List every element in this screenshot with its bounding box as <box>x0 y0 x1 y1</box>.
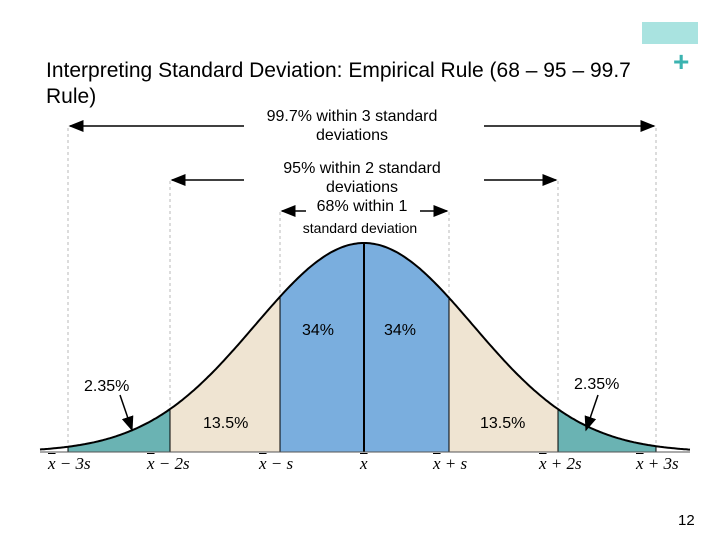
one-sd-label-line2: standard deviation <box>302 220 418 236</box>
page-number: 12 <box>678 512 695 529</box>
axis-label-minus-2s: x − 2s <box>147 454 190 474</box>
axis-label-mean-symbol: x <box>360 454 368 473</box>
middle-right-percent: 13.5% <box>480 415 526 432</box>
plus-icon: + <box>673 46 690 77</box>
three-sd-label-line2: deviations <box>315 127 389 144</box>
accent-box <box>642 22 698 44</box>
three-sd-label-line1: 99.7% within 3 standard <box>266 108 438 125</box>
slide-title: Interpreting Standard Deviation: Empiric… <box>46 59 631 108</box>
axis-label-mean-symbol: x <box>48 454 56 473</box>
axis-label-mean-symbol: x <box>636 454 644 473</box>
middle-left-percent: 13.5% <box>203 415 249 432</box>
axis-label-plus-3s: x + 3s <box>636 454 679 474</box>
two-sd-label: 95% within 2 standard deviations <box>262 159 462 197</box>
axis-label-mean-symbol: x <box>147 454 155 473</box>
axis-label-offset: − s <box>266 454 294 473</box>
tail-right-pointer <box>584 394 599 432</box>
axis-label-offset: + 2s <box>546 454 582 473</box>
axis-label-mean-symbol: x <box>433 454 441 473</box>
center-left-percent: 34% <box>302 322 335 339</box>
axis-label-offset: − 2s <box>154 454 190 473</box>
axis-label-offset: + s <box>440 454 468 473</box>
tail-left-region <box>67 408 171 453</box>
center-right-percent: 34% <box>384 322 417 339</box>
axis-label-offset: − 3s <box>55 454 91 473</box>
one-sd-label-line1: 68% within 1 <box>316 198 408 215</box>
axis-label-plus-2s: x + 2s <box>539 454 582 474</box>
tail-right-percent: 2.35% <box>574 376 620 393</box>
axis-label-plus-1s: x + s <box>433 454 467 474</box>
two-sd-label-line1: 95% within 2 standard <box>283 160 441 177</box>
axis-label-offset: + 3s <box>643 454 679 473</box>
axis-label-minus-3s: x − 3s <box>48 454 91 474</box>
three-sd-label: 99.7% within 3 standard deviations <box>246 107 458 145</box>
axis-label-mean-symbol: x <box>539 454 547 473</box>
two-sd-label-line2: deviations <box>325 179 399 196</box>
axis-label-minus-1s: x − s <box>259 454 293 474</box>
tail-left-pointer <box>119 394 134 432</box>
axis-label-mean-symbol: x <box>259 454 267 473</box>
tail-right-region <box>557 408 657 453</box>
axis-label-mean: x <box>360 454 368 474</box>
tail-left-percent: 2.35% <box>84 378 130 395</box>
